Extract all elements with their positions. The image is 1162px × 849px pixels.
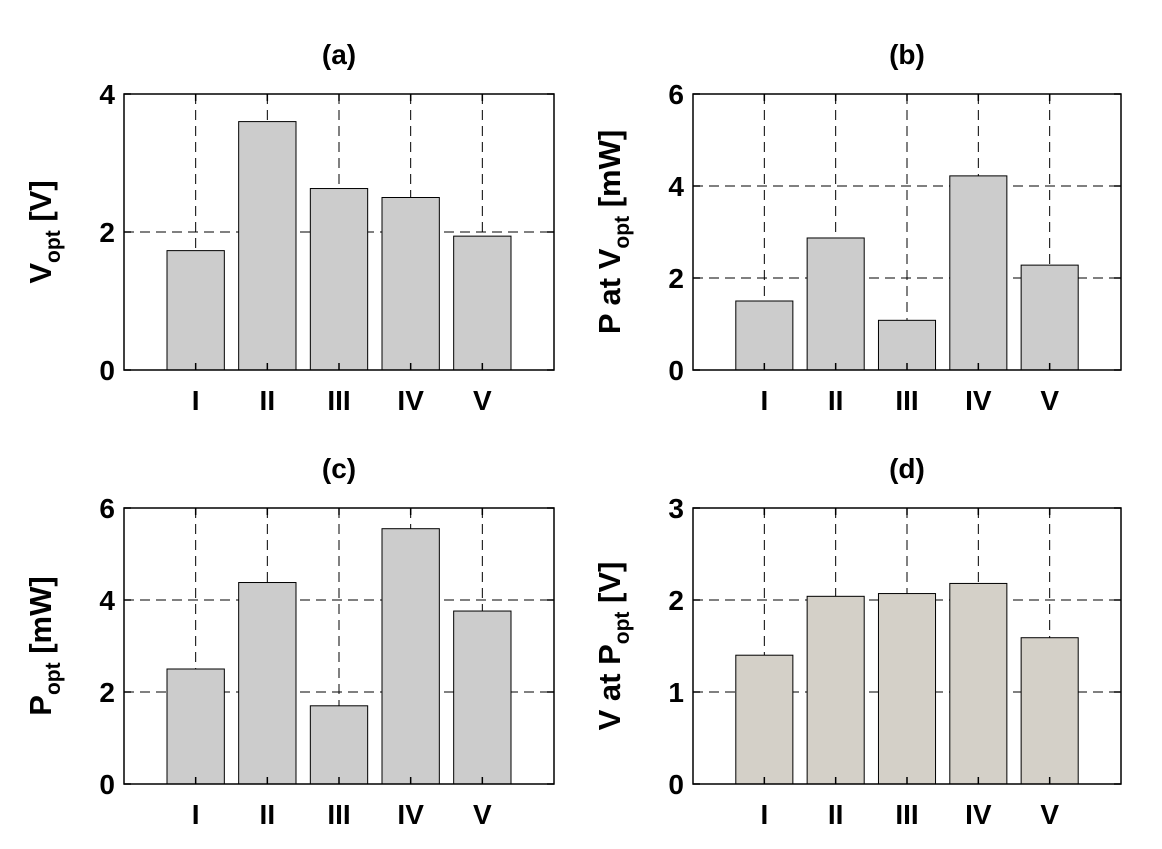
x-tick-label-iii: III (895, 385, 918, 416)
x-tick-label-v: V (1040, 385, 1059, 416)
bar-i (166, 250, 225, 371)
y-tick-label: 2 (668, 585, 684, 616)
y-tick-label: 2 (99, 217, 115, 248)
x-tick-label-i: I (760, 799, 768, 830)
x-tick-label-ii: II (260, 799, 276, 830)
x-tick-label-v: V (1040, 799, 1059, 830)
bar-iv (949, 582, 1008, 785)
x-tick-label-v: V (473, 799, 492, 830)
y-axis-label-unit: [V] (592, 562, 627, 612)
y-tick-label: 4 (99, 79, 115, 110)
bar-ii (238, 121, 297, 371)
x-tick-label-iii: III (895, 799, 918, 830)
y-tick-label: 0 (99, 355, 115, 386)
bar-i (735, 300, 794, 371)
y-axis-label-subscript: opt (42, 230, 65, 263)
y-axis-label-unit: [mW] (23, 576, 58, 662)
y-axis-label-main: P (23, 695, 58, 716)
x-tick-label-iv: IV (397, 799, 424, 830)
y-tick-label: 0 (668, 355, 684, 386)
y-axis-label-c: Popt [mW] (23, 576, 65, 715)
y-tick-label: 3 (668, 493, 684, 524)
bar-v (453, 610, 512, 785)
x-tick-label-iii: III (327, 799, 350, 830)
bar-v (453, 235, 512, 371)
y-axis-label-unit: [V] (23, 180, 58, 230)
y-tick-label: 6 (668, 79, 684, 110)
panel-title-d: (d) (889, 453, 925, 484)
y-tick-label: 6 (99, 493, 115, 524)
x-tick-label-i: I (192, 799, 200, 830)
y-axis-label-a: Vopt [V] (23, 180, 65, 283)
y-axis-label-subscript: opt (611, 216, 634, 249)
bar-ii (806, 237, 865, 371)
bar-v (1020, 264, 1079, 371)
bar-iii (877, 319, 937, 371)
y-tick-label: 0 (99, 769, 115, 800)
y-tick-label: 2 (668, 263, 684, 294)
x-tick-label-ii: II (828, 385, 844, 416)
x-tick-label-iv: IV (965, 799, 992, 830)
y-tick-label: 2 (99, 677, 115, 708)
y-axis-label-d: V at Popt [V] (592, 562, 634, 731)
x-tick-label-iv: IV (965, 385, 992, 416)
y-axis-label-main: V (23, 263, 58, 284)
y-axis-label-unit: [mW] (592, 130, 627, 216)
bar-ii (238, 582, 297, 785)
y-axis-label-subscript: opt (611, 612, 634, 645)
x-tick-label-ii: II (260, 385, 276, 416)
bar-iv (949, 175, 1008, 371)
x-tick-label-iii: III (327, 385, 350, 416)
y-axis-label-b: P at Vopt [mW] (592, 130, 634, 334)
x-tick-label-i: I (192, 385, 200, 416)
bar-i (166, 668, 225, 785)
bar-iii (877, 593, 937, 785)
bar-i (735, 654, 794, 785)
y-tick-label: 0 (668, 769, 684, 800)
panel-title-c: (c) (322, 453, 356, 484)
x-tick-label-i: I (760, 385, 768, 416)
bar-v (1020, 637, 1079, 785)
y-tick-label: 4 (668, 171, 684, 202)
panel-title-b: (b) (889, 39, 925, 70)
bar-iv (381, 528, 440, 785)
panel-title-a: (a) (322, 39, 356, 70)
x-tick-label-v: V (473, 385, 492, 416)
y-axis-label-main: P at V (592, 248, 627, 334)
bar-iii (309, 705, 369, 785)
bar-iv (381, 197, 440, 371)
bar-ii (806, 595, 865, 785)
y-axis-label-subscript: opt (42, 662, 65, 695)
y-axis-label-main: V at P (592, 644, 627, 730)
bar-iii (309, 188, 369, 371)
y-tick-label: 4 (99, 585, 115, 616)
x-tick-label-iv: IV (397, 385, 424, 416)
x-tick-label-ii: II (828, 799, 844, 830)
y-tick-label: 1 (668, 677, 684, 708)
